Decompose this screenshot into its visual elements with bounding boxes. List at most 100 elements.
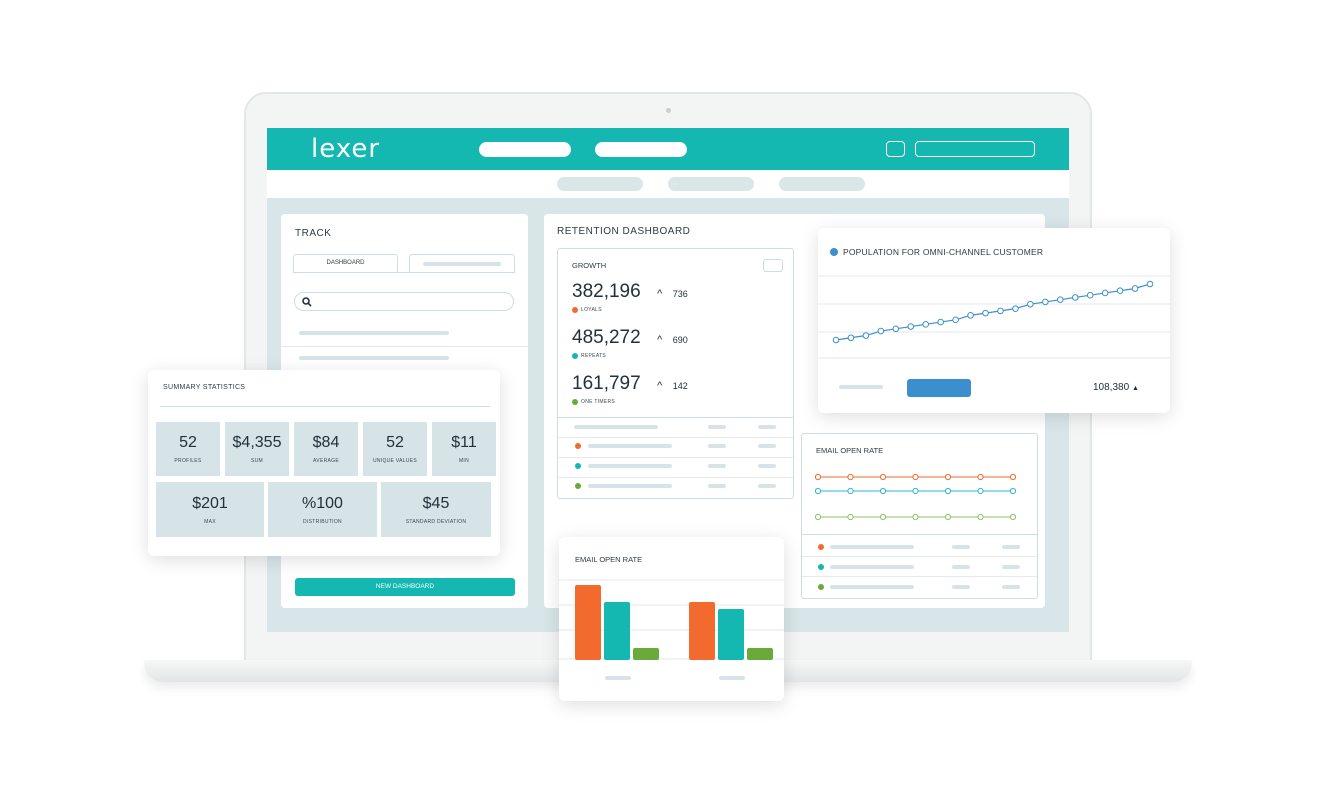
stat-caption: AVERAGE [313,458,339,464]
population-point [1086,291,1094,299]
stat-tile: $4,355 SUM [225,422,289,476]
sub-nav-item-2[interactable] [668,177,754,191]
population-title: POPULATION FOR OMNI-CHANNEL CUSTOMER [843,247,1044,257]
population-point [907,323,915,330]
growth-menu-button[interactable] [763,259,783,272]
stat-value: $4,355 [232,434,282,451]
population-point [1146,280,1154,288]
retention-title: RETENTION DASHBOARD [557,226,691,237]
track-title: TRACK [295,228,332,239]
category-label-placeholder [605,676,631,680]
growth-delta: 142 [672,381,688,391]
sub-nav [267,170,1069,198]
tab-dashboard[interactable]: DASHBOARD [293,254,398,273]
growth-label: REPEATS [581,353,607,359]
email-series-point [879,487,887,495]
webcam [666,108,671,113]
email-bar-chart [559,579,784,680]
search-icon [302,297,312,307]
stat-tile: 52 UNIQUE VALUES [363,422,427,476]
stat-value: $201 [192,494,228,512]
email-series-point [1009,513,1017,521]
population-point [922,321,930,328]
growth-label: LOYALS [581,307,602,313]
lexer-logo: lexer [311,134,381,164]
stat-tile: $201 MAX [156,482,264,537]
new-dashboard-button[interactable]: NEW DASHBOARD [295,578,515,596]
up-caret-icon: ^ [657,334,663,346]
summary-title: SUMMARY STATISTICS [163,384,246,391]
email-line-title: EMAIL OPEN RATE [816,446,884,455]
population-point [1131,285,1139,292]
email-series-point [847,513,854,521]
legend-dot [572,399,578,405]
population-point [997,307,1004,315]
email-series-point [944,513,952,521]
growth-card: GROWTH 382,196 ^ 736 LOYALS 485,272 ^ 69… [557,248,794,499]
growth-item-loyals: 382,196 ^ 736 LOYALS [572,281,688,313]
population-point [952,316,959,324]
stat-value: 52 [386,434,404,451]
growth-delta: 736 [672,289,688,299]
list-item[interactable] [299,331,449,335]
email-bar [747,648,773,660]
population-point [1042,298,1049,306]
population-line-chart [818,275,1170,359]
sub-nav-item-3[interactable] [779,177,865,191]
email-series-point [814,473,822,481]
email-series-point [912,487,919,495]
email-bar [575,585,601,660]
stat-tile: %100 DISTRIBUTION [268,482,377,537]
email-open-rate-line-card: EMAIL OPEN RATE [801,433,1038,599]
stat-value: $84 [312,434,340,451]
email-series-point [944,473,952,481]
growth-value: 161,797 [572,373,641,394]
growth-item-repeats: 485,272 ^ 690 REPEATS [572,327,688,359]
population-point [967,312,974,319]
legend-dot [830,248,838,256]
stat-value: $11 [451,434,477,451]
email-series-point [912,473,919,481]
list-item[interactable] [299,356,449,360]
email-series-point [814,487,822,495]
email-series-point [879,473,887,481]
growth-label: ONE TIMERS [581,399,616,405]
stat-caption: SUM [250,458,263,464]
nav-icon-button[interactable] [886,141,905,157]
email-bar-title: EMAIL OPEN RATE [575,555,643,564]
nav-item-2[interactable] [595,142,687,157]
email-series-point [944,487,952,495]
email-series-point [814,513,822,521]
stat-caption: PROFILES [174,458,202,464]
tab-2[interactable] [409,254,515,273]
nav-item-1[interactable] [479,142,571,157]
stat-value: %100 [302,494,343,512]
nav-search-box[interactable] [915,141,1035,157]
population-action-button[interactable] [907,379,971,397]
population-point [1027,300,1034,308]
population-point [892,325,900,333]
email-series-point [847,473,854,481]
search-input[interactable] [294,292,514,311]
summary-row-2: $201 MAX %100 DISTRIBUTION $45 STANDARD DEV… [156,482,491,537]
stat-tile: 52 PROFILES [156,422,220,476]
growth-value: 485,272 [572,327,641,348]
population-total: 108,380 ▲ [1093,382,1139,393]
population-point [862,332,870,339]
population-point [847,334,855,342]
summary-row-1: 52 PROFILES $4,355 SUM $84 AVERAGE 52 UNIQUE… [156,422,496,476]
population-card: POPULATION FOR OMNI-CHANNEL CUSTOMER 108… [818,228,1170,413]
growth-value: 382,196 [572,281,641,302]
sub-nav-item-1[interactable] [557,177,643,191]
population-point [982,309,989,317]
email-series-point [912,513,919,521]
tab-dashboard-label: DASHBOARD [326,260,365,266]
up-caret-icon: ▲ [1131,385,1139,392]
stat-value: 52 [179,434,197,451]
growth-delta: 690 [672,335,688,345]
stat-value: $45 [422,494,450,512]
email-bar [604,602,630,660]
email-series-point [977,513,984,521]
population-point [877,327,885,335]
email-series-point [879,513,887,521]
